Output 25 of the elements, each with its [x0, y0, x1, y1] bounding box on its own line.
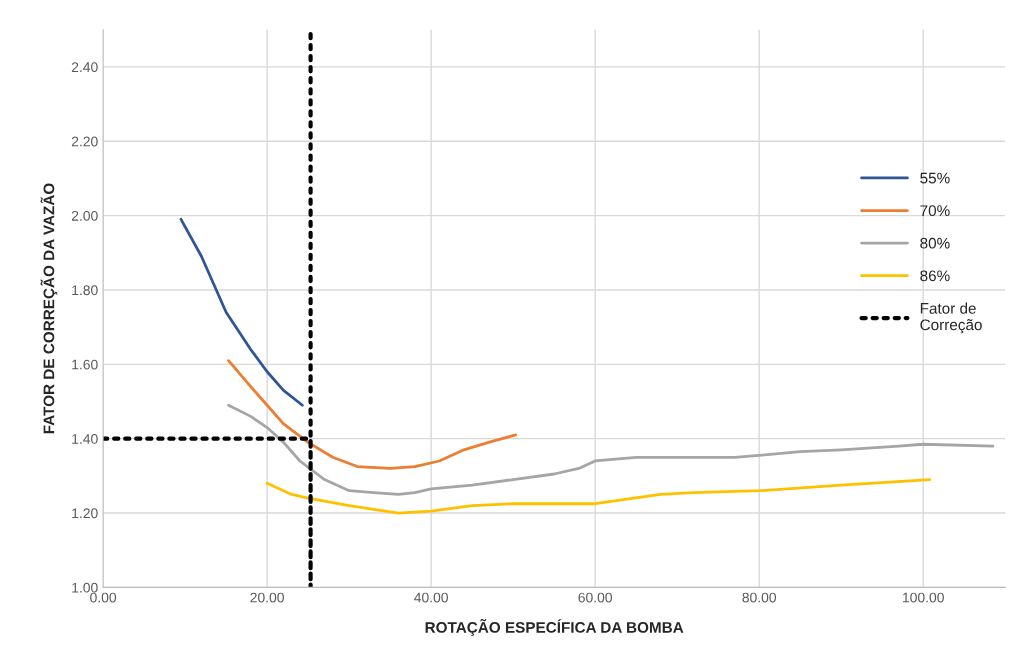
y-tick-label: 2.00 [71, 210, 98, 221]
y-tick-label: 1.20 [72, 508, 98, 519]
line-series [179, 217, 304, 407]
line-series [227, 403, 995, 496]
legend-label: 55% [920, 172, 950, 184]
legend-label: 70% [920, 205, 950, 217]
y-tick-label: 1.80 [72, 285, 98, 296]
x-tick-label: 80.00 [742, 592, 777, 603]
x-tick-label: 60.00 [578, 592, 612, 603]
y-axis-title: FATOR DE CORREÇÃO DA VAZÃO [40, 183, 58, 434]
y-tick-label: 1.40 [72, 434, 98, 444]
line-series [227, 359, 518, 470]
y-tick-label: 2.40 [71, 62, 98, 73]
x-tick-label: 100.00 [903, 592, 944, 603]
y-tick-label: 2.20 [71, 136, 98, 147]
legend-label: 80% [920, 237, 950, 249]
line-series [265, 478, 932, 515]
legend-label: Fator de Correção [920, 302, 982, 334]
x-tick-label: 20.00 [250, 592, 284, 603]
x-axis-title: ROTAÇÃO ESPECÍFICA DA BOMBA [425, 619, 684, 636]
y-tick-label: 1.00 [72, 582, 98, 593]
y-tick-label: 1.60 [72, 359, 98, 370]
legend-label: 86% [920, 270, 950, 282]
x-tick-label: 40.00 [414, 592, 448, 603]
x-tick-label: 0.00 [90, 592, 117, 603]
